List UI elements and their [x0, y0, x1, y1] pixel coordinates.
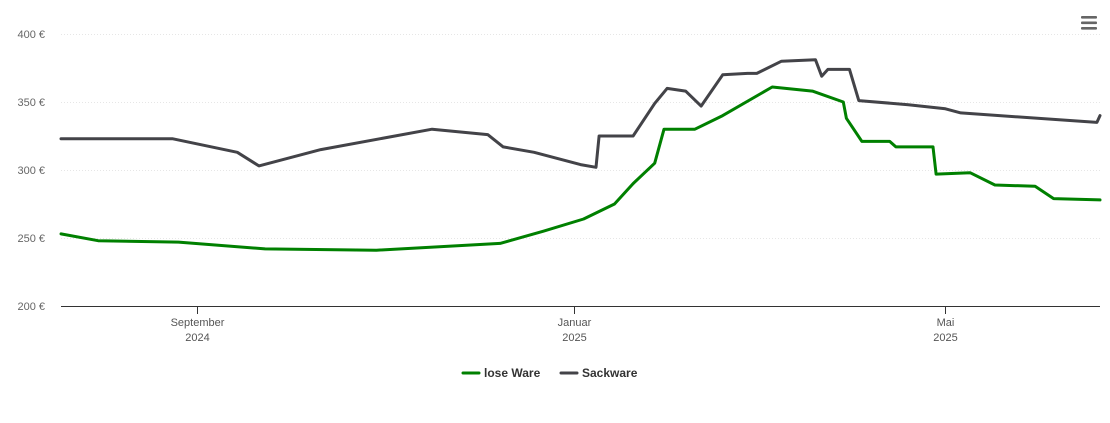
x-tick-sublabel: 2025 — [562, 332, 586, 344]
y-tick-label: 350 € — [17, 97, 45, 109]
y-tick-label: 300 € — [17, 165, 45, 177]
y-tick-label: 200 € — [17, 301, 45, 313]
legend-item-lose-ware[interactable]: lose Ware — [461, 366, 541, 380]
x-tick-label: Mai — [937, 317, 955, 329]
x-tick-label: Januar — [558, 317, 592, 329]
legend-item-sackware[interactable]: Sackware — [559, 366, 638, 380]
series-line-lose-ware[interactable] — [59, 85, 1102, 252]
x-tick-sublabel: 2025 — [933, 332, 957, 344]
x-axis-ticks — [197, 306, 946, 314]
y-tick-label: 400 € — [17, 29, 45, 41]
y-axis-labels: 200 € 250 € 300 € 350 € 400 € — [17, 29, 45, 313]
menu-icon[interactable] — [1080, 14, 1098, 32]
series-line-sackware[interactable] — [59, 58, 1102, 169]
x-axis-labels: September 2024 Januar 2025 Mai 2025 — [171, 317, 958, 344]
y-tick-label: 250 € — [17, 233, 45, 245]
x-tick-sublabel: 2024 — [185, 332, 209, 344]
legend-label: lose Ware — [484, 366, 541, 380]
legend: lose Ware Sackware — [461, 366, 638, 380]
legend-label: Sackware — [582, 366, 638, 380]
y-gridlines — [61, 34, 1100, 239]
series-lines — [59, 58, 1102, 252]
x-tick-label: September — [171, 317, 225, 329]
